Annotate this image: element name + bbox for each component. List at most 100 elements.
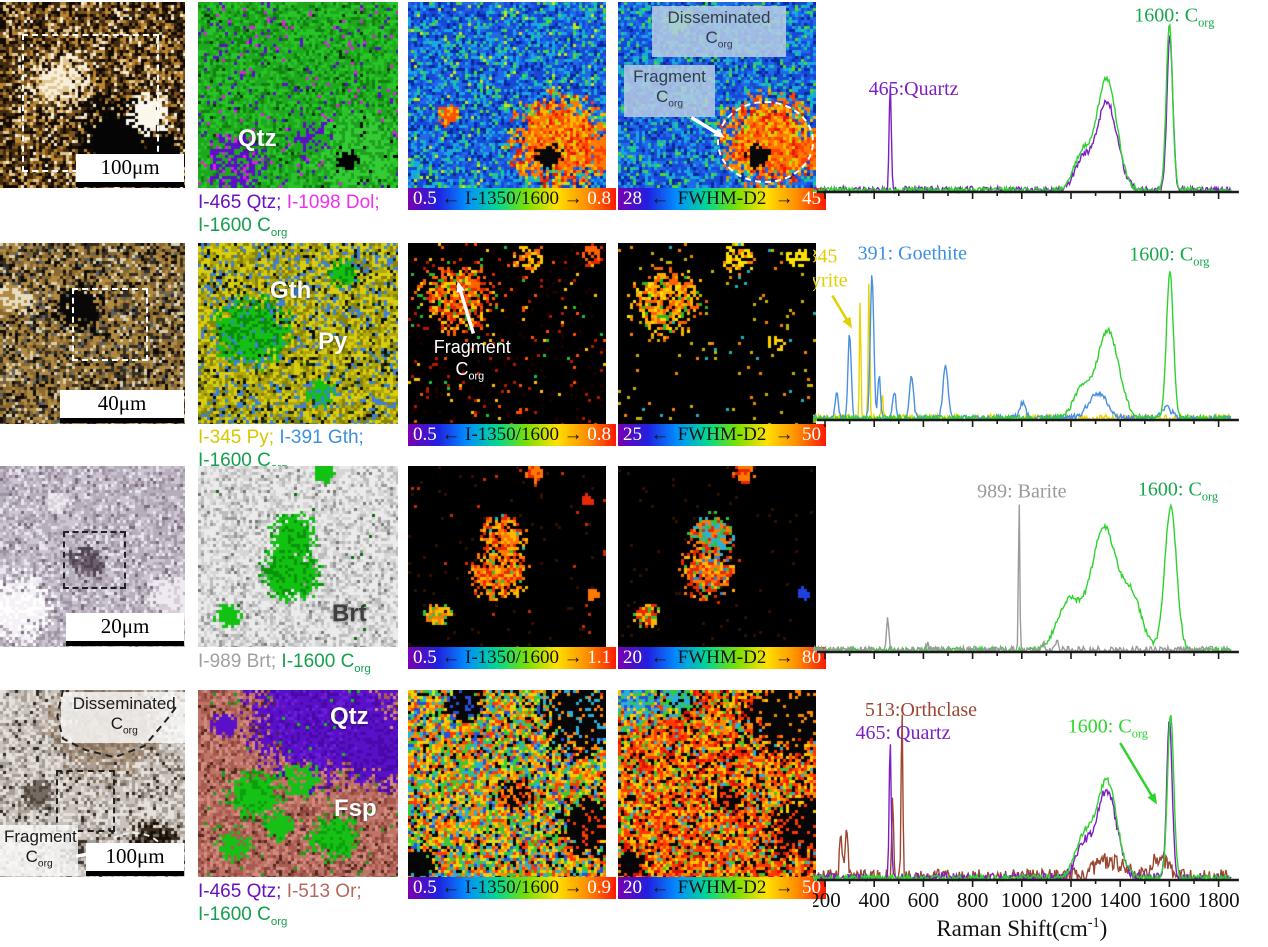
colorbar-title: I-1350/1600	[465, 877, 559, 898]
colorbar-title: I-1350/1600	[465, 647, 559, 668]
row3-fwhm-map	[618, 466, 816, 647]
x-tick-label: 1800	[1198, 888, 1240, 912]
dashed-roi-rect	[22, 33, 160, 172]
row1-ratio-map	[408, 2, 606, 188]
x-tick-label: 600	[908, 888, 940, 912]
right-arrow-icon: →	[774, 424, 794, 445]
left-arrow-icon: ←	[650, 877, 670, 898]
map-image-canvas	[618, 243, 816, 424]
colorbar-title: FWHM-D2	[677, 188, 767, 209]
row1-fwhm-map: Disseminated Corg Fragment Corg	[618, 2, 816, 188]
map-image-canvas	[198, 2, 398, 188]
left-arrow-icon: ←	[650, 188, 670, 209]
x-tick-label: 1000	[1001, 888, 1043, 912]
left-arrow-icon: ←	[441, 424, 461, 445]
dashed-roi-rect	[72, 288, 149, 362]
peak-label: 391: Goethite	[858, 243, 968, 265]
row3-map-caption: I-989 Brt; I-1600 Corg	[198, 650, 458, 681]
annotation-box: Fragment Corg	[623, 65, 716, 117]
caption-segment: I-391 Gth;	[279, 427, 364, 448]
caption-segment: I-465 Qtz;	[198, 192, 287, 213]
x-tick-label: 200	[813, 888, 841, 912]
row4-mineral-map: Qtz Fsp	[198, 690, 398, 877]
scale-bar-box: 100μm	[76, 154, 184, 187]
row3-mineral-map: Brt	[198, 466, 398, 647]
map-image-canvas	[618, 466, 816, 647]
row2-mineral-map: Gth Py	[198, 243, 398, 424]
colorbar-max-value: 0.9	[587, 877, 611, 898]
x-tick-label: 1400	[1099, 888, 1141, 912]
spectrum-trace-c_org	[813, 271, 1232, 423]
colorbar-max-value: 0.8	[587, 424, 611, 445]
row4-raman-spectrum: 200 400 600 800 1000 1200 1400 1600 1800 Raman Sh…	[813, 699, 1240, 941]
map-image-canvas	[198, 466, 398, 647]
scale-bar	[66, 641, 184, 646]
annotation-box: Disseminated Corg	[61, 691, 185, 744]
scale-bar	[86, 871, 184, 876]
row1-ratio-colorbar: 0.5 ← I-1350/1600 → 0.8	[408, 188, 616, 210]
row4-map-caption: I-465 Qtz; I-513 Or; I-1600 Corg	[198, 880, 413, 934]
row2-optical-micrograph: 40μm	[0, 243, 185, 424]
annotation-box: Fragment Corg	[0, 824, 79, 877]
caption-segment: I-465 Qtz;	[198, 881, 287, 902]
colorbar-title: FWHM-D2	[677, 877, 767, 898]
spectrum-trace-c_org	[813, 23, 1232, 195]
caption-segment: I-989 Brt;	[198, 651, 282, 672]
dashed-roi-rect	[55, 770, 115, 833]
scale-bar	[60, 418, 184, 423]
map-image-canvas	[198, 243, 398, 424]
colorbar-min-value: 0.5	[413, 877, 437, 898]
row3-fwhm-colorbar: 20 ← FWHM-D2 → 80	[618, 647, 826, 669]
colorbar-title: FWHM-D2	[677, 647, 767, 668]
mineral-label: Brt	[332, 599, 367, 627]
map-image-canvas	[618, 690, 816, 877]
row4-optical-micrograph: Disseminated Corg Fragment Corg 100μm	[0, 690, 185, 877]
spectrum-trace-c_org	[813, 714, 1232, 883]
peak-label: 1600: Corg	[1138, 479, 1218, 504]
peak-label: 513:Orthclase	[865, 699, 977, 721]
colorbar-min-value: 20	[623, 877, 642, 898]
row3-ratio-colorbar: 0.5 ← I-1350/1600 → 1.1	[408, 647, 616, 669]
scale-bar-box: 20μm	[66, 613, 184, 646]
colorbar-max-value: 1.1	[587, 647, 611, 668]
scale-label: 20μm	[100, 614, 150, 638]
row1-fwhm-colorbar: 28 ← FWHM-D2 → 45	[618, 188, 826, 210]
x-tick-label: 400	[858, 888, 890, 912]
left-arrow-icon: ←	[650, 647, 670, 668]
row4-ratio-map	[408, 690, 606, 877]
scale-bar-box: 100μm	[86, 843, 184, 876]
peak-label: 1600: Corg	[1068, 715, 1148, 740]
spectrum-trace-quartz	[813, 35, 1232, 195]
right-arrow-icon: →	[774, 877, 794, 898]
x-tick-label: 800	[957, 888, 989, 912]
right-arrow-icon: →	[563, 877, 583, 898]
row1-optical-micrograph: 100μm	[0, 2, 185, 188]
colorbar-min-value: 0.5	[413, 647, 437, 668]
left-arrow-icon: ←	[650, 424, 670, 445]
row1-mineral-map: Qtz	[198, 2, 398, 188]
row3-optical-micrograph: 20μm	[0, 466, 185, 647]
caption-segment: I-513 Or;	[286, 881, 362, 902]
colorbar-title: I-1350/1600	[465, 188, 559, 209]
scale-bar	[76, 182, 184, 187]
annotation-box: Disseminated Corg	[651, 5, 787, 58]
map-image-canvas	[408, 2, 606, 188]
peak-label: Pyrite	[813, 269, 848, 291]
right-arrow-icon: →	[774, 647, 794, 668]
colorbar-min-value: 28	[623, 188, 642, 209]
caption-segment: I-1600 Corg	[198, 904, 288, 928]
caption-segment: I-1098 Dol;	[286, 192, 380, 213]
row1-raman-spectrum: 465:Quartz 1600: Corg	[813, 5, 1239, 199]
row4-fwhm-map	[618, 690, 816, 877]
colorbar-title: FWHM-D2	[677, 424, 767, 445]
peak-label: 345	[813, 246, 838, 268]
peak-label: 989: Barite	[977, 481, 1067, 503]
x-tick-label: 1200	[1050, 888, 1092, 912]
peak-label: 465:Quartz	[869, 78, 959, 100]
mineral-label: Py	[318, 328, 348, 356]
scale-label: 40μm	[97, 391, 147, 415]
peak-label: 1600: Corg	[1134, 5, 1214, 30]
colorbar-max-value: 0.8	[587, 188, 611, 209]
left-arrow-icon: ←	[441, 647, 461, 668]
